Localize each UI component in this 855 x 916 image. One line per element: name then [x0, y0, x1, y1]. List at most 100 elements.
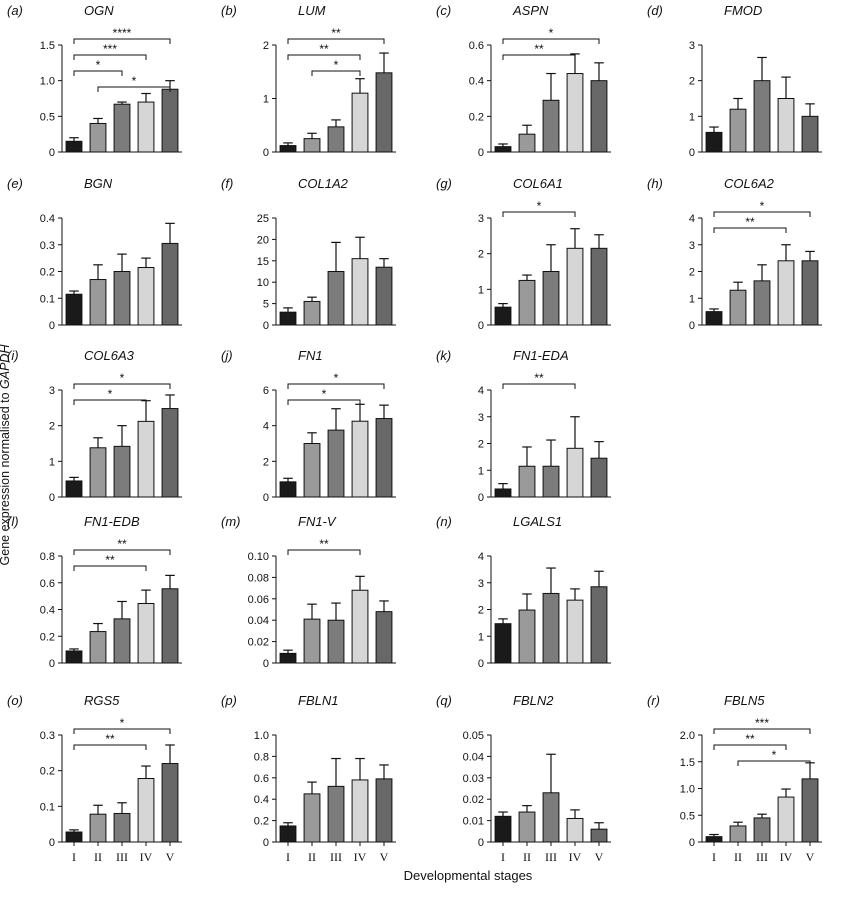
bar-v — [161, 408, 179, 498]
bar-iv — [566, 247, 584, 326]
bar-i — [494, 815, 512, 843]
panel-lgals1: (n) LGALS1 0 1 2 3 4 — [436, 514, 611, 670]
x-tick-label: V — [166, 850, 175, 864]
y-tick-label: 0.05 — [463, 730, 484, 742]
x-tick-label: II — [523, 850, 531, 864]
bar-i — [494, 146, 512, 153]
x-tick-label: III — [116, 850, 128, 864]
panel-letter: (c) — [436, 3, 451, 18]
panel-letter: (h) — [647, 176, 663, 191]
bar-v — [801, 260, 819, 326]
y-tick-label: 1.5 — [40, 40, 55, 52]
x-tick-label: II — [308, 850, 316, 864]
y-tick-label: 3 — [689, 240, 695, 252]
bar-i — [65, 650, 83, 664]
bar-i — [279, 652, 297, 664]
bar-i — [65, 831, 83, 843]
bar-iii — [327, 126, 345, 153]
bar-i — [65, 480, 83, 498]
significance-label: ** — [105, 732, 115, 746]
bar-v — [590, 80, 608, 153]
bar-ii — [89, 813, 107, 843]
bar-iii — [113, 812, 131, 843]
bar-iii — [542, 465, 560, 498]
bar-ii — [89, 631, 107, 664]
y-tick-label: 0.8 — [40, 551, 55, 563]
y-tick-label: 20 — [257, 234, 269, 246]
significance-bracket — [73, 54, 147, 60]
bar-ii — [303, 300, 321, 326]
panel-letter: (o) — [7, 693, 23, 708]
y-tick-label: 6 — [263, 385, 269, 397]
bar-v — [375, 778, 393, 843]
bar-i — [705, 836, 723, 843]
y-tick-label: 0.5 — [680, 810, 695, 822]
panel-title: ASPN — [512, 3, 549, 18]
bar-i — [65, 140, 83, 153]
significance-label: * — [334, 58, 339, 72]
significance-label: * — [772, 748, 777, 762]
x-tick-label: V — [380, 850, 389, 864]
panel-letter: (a) — [7, 3, 23, 18]
y-tick-label: 2.0 — [680, 730, 695, 742]
significance-bracket — [713, 744, 787, 750]
bar-iii — [327, 785, 345, 843]
y-tick-label: 3 — [689, 40, 695, 52]
bar-ii — [518, 609, 536, 664]
y-tick-label: 25 — [257, 213, 269, 225]
significance-label: ** — [105, 553, 115, 567]
panel-title: FN1-EDA — [513, 348, 569, 363]
bar-iv — [351, 589, 369, 664]
significance-bracket — [287, 383, 385, 389]
y-tick-label: 2 — [263, 40, 269, 52]
bar-iii — [327, 619, 345, 664]
bar-v — [590, 457, 608, 498]
y-tick-label: 1 — [689, 293, 695, 305]
bar-iv — [777, 260, 795, 326]
bar-iv — [137, 101, 155, 153]
bar-v — [161, 242, 179, 326]
panel-fn1-v: (m) FN1-V 0 0.02 0.04 0.06 0.08 0.10 ** — [221, 514, 396, 670]
panel-title: LGALS1 — [513, 514, 562, 529]
panel-fmod: (d) FMOD 0 1 2 3 — [647, 3, 822, 159]
y-tick-label: 0.2 — [40, 631, 55, 643]
panel-letter: (i) — [7, 348, 19, 363]
y-tick-label: 2 — [478, 439, 484, 451]
bar-iv — [351, 258, 369, 326]
bar-v — [375, 72, 393, 153]
bar-v — [161, 588, 179, 664]
x-tick-label: I — [712, 850, 716, 864]
significance-label: ** — [117, 537, 127, 551]
significance-bracket — [73, 399, 147, 405]
y-tick-label: 2 — [263, 456, 269, 468]
bar-i — [279, 311, 297, 326]
bar-v — [375, 418, 393, 498]
y-tick-label: 1 — [478, 284, 484, 296]
y-tick-label: 3 — [478, 578, 484, 590]
y-tick-label: 5 — [263, 299, 269, 311]
bar-iii — [542, 792, 560, 843]
bar-iv — [566, 447, 584, 498]
bar-i — [279, 481, 297, 498]
y-tick-label: 0.2 — [469, 111, 484, 123]
significance-label: *** — [755, 716, 769, 730]
y-tick-label: 1 — [478, 465, 484, 477]
y-tick-label: 0.6 — [40, 578, 55, 590]
significance-label: * — [549, 26, 554, 40]
y-tick-label: 0 — [49, 837, 55, 849]
significance-label: * — [96, 58, 101, 72]
significance-label: ** — [534, 371, 544, 385]
y-tick-label: 4 — [478, 551, 484, 563]
x-tick-label: III — [756, 850, 768, 864]
panel-title: COL6A1 — [513, 176, 563, 191]
y-axis-label-gene: GAPDH — [0, 344, 12, 389]
significance-bracket — [287, 38, 385, 44]
bar-ii — [89, 122, 107, 153]
panel-letter: (k) — [436, 348, 451, 363]
bar-i — [279, 145, 297, 153]
bar-ii — [518, 811, 536, 843]
y-tick-label: 0.4 — [254, 794, 269, 806]
